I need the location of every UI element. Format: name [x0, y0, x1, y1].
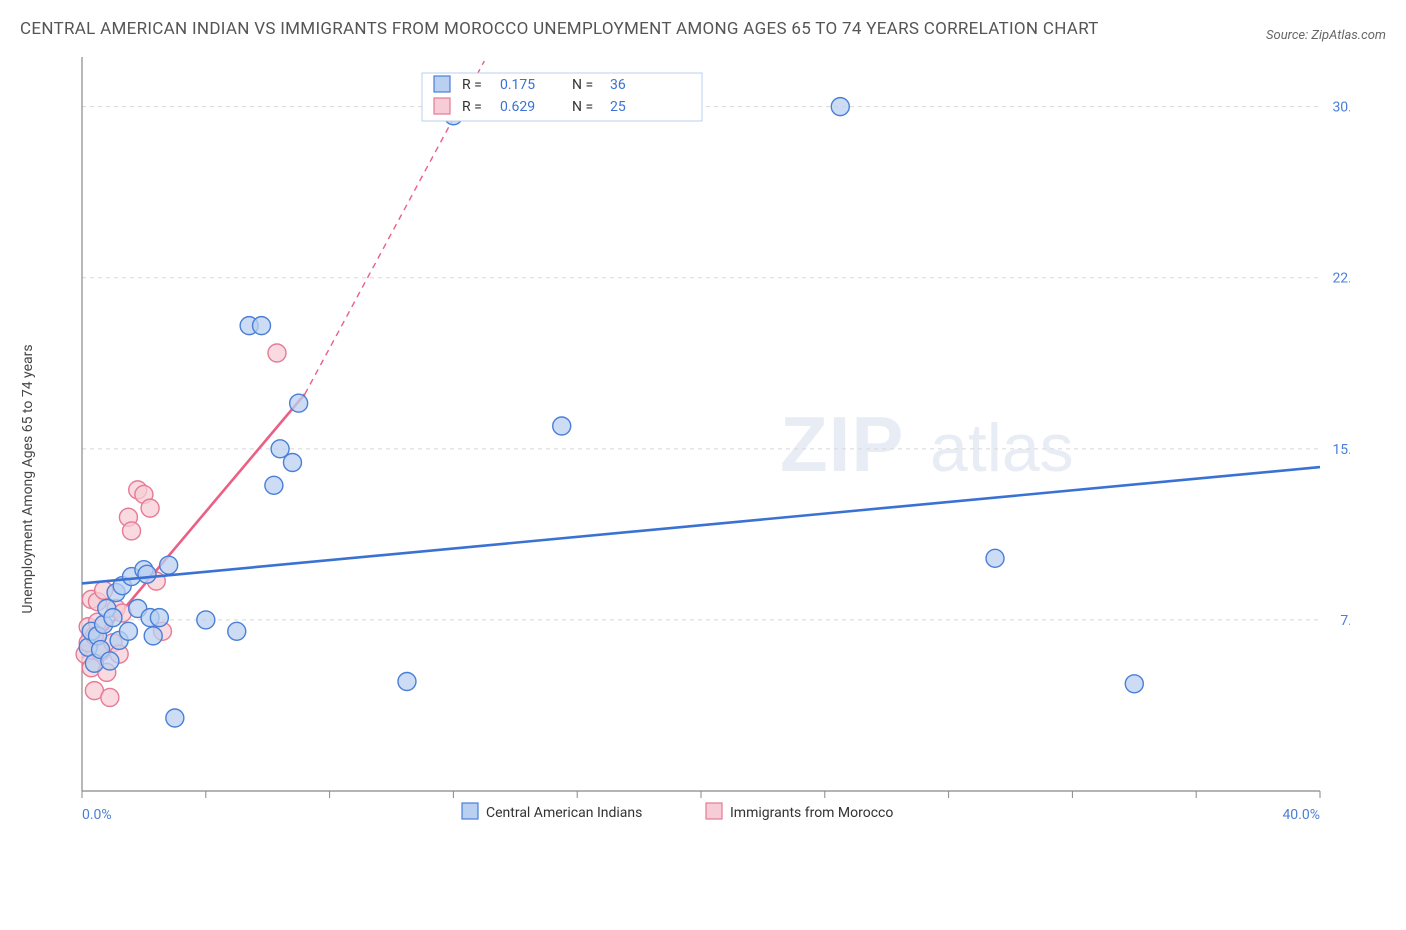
- legend-swatch-morocco: [434, 98, 450, 114]
- series-label-morocco: Immigrants from Morocco: [730, 805, 893, 821]
- y-tick-label: 7.5%: [1340, 613, 1350, 629]
- correlation-scatter-chart: ZIP atlas 7.5% 15.0% 22.5% 30.0% 0.0% 40.0% R = 0…: [20, 51, 1350, 891]
- legend-n-value-cai: 36: [610, 77, 626, 93]
- data-point-cai: [150, 609, 168, 627]
- data-point-cai: [986, 550, 1004, 568]
- data-point-morocco: [268, 344, 286, 362]
- legend-r-label: R =: [462, 77, 482, 93]
- data-point-cai: [160, 556, 178, 574]
- data-point-cai: [1125, 675, 1143, 693]
- data-point-cai: [104, 609, 122, 627]
- data-point-cai: [398, 673, 416, 691]
- data-point-cai: [138, 565, 156, 583]
- y-axis-label: Unemployment Among Ages 65 to 74 years: [20, 345, 36, 614]
- series-swatch-cai: [462, 803, 478, 819]
- data-point-cai: [197, 611, 215, 629]
- series-swatch-morocco: [706, 803, 722, 819]
- data-point-cai: [265, 477, 283, 495]
- data-point-morocco: [101, 689, 119, 707]
- legend-r-label: R =: [462, 99, 482, 115]
- data-point-cai: [166, 709, 184, 727]
- series-label-cai: Central American Indians: [486, 805, 642, 821]
- data-point-cai: [290, 394, 308, 412]
- legend-n-label: N =: [572, 99, 593, 115]
- y-tick-label: 30.0%: [1332, 100, 1350, 116]
- chart-title: CENTRAL AMERICAN INDIAN VS IMMIGRANTS FR…: [20, 16, 1099, 43]
- data-point-cai: [553, 417, 571, 435]
- data-point-cai: [101, 652, 119, 670]
- source-attribution: Source: ZipAtlas.com: [1266, 28, 1386, 43]
- legend-n-label: N =: [572, 77, 593, 93]
- legend-r-value-morocco: 0.629: [500, 99, 535, 115]
- legend-swatch-cai: [434, 76, 450, 92]
- data-point-cai: [228, 623, 246, 641]
- y-tick-label: 22.5%: [1332, 271, 1350, 287]
- watermark-atlas: atlas: [930, 410, 1074, 486]
- data-point-morocco: [123, 522, 141, 540]
- legend-r-value-cai: 0.175: [500, 77, 535, 93]
- watermark-zip: ZIP: [780, 400, 904, 488]
- y-tick-label: 15.0%: [1332, 442, 1350, 458]
- data-point-morocco: [141, 499, 159, 517]
- data-point-cai: [831, 98, 849, 116]
- x-tick-label: 40.0%: [1282, 807, 1320, 823]
- legend-n-value-morocco: 25: [610, 99, 626, 115]
- data-point-cai: [283, 454, 301, 472]
- data-point-cai: [119, 623, 137, 641]
- data-point-cai: [253, 317, 271, 335]
- x-tick-label: 0.0%: [82, 807, 112, 823]
- data-point-cai: [144, 627, 162, 645]
